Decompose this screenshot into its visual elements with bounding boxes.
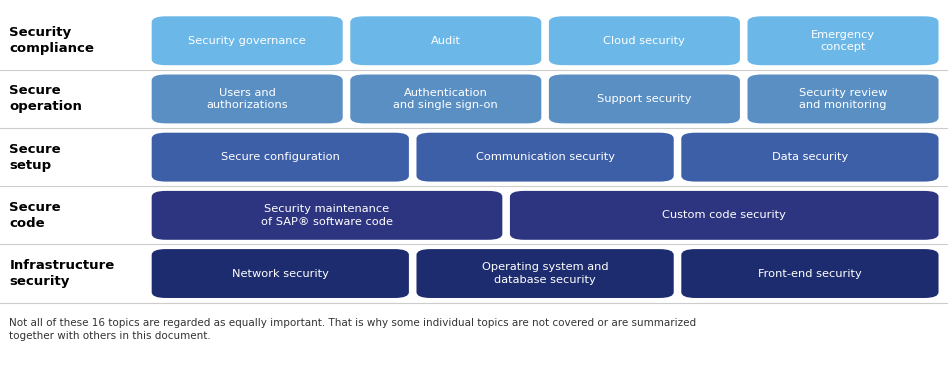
- Text: Front-end security: Front-end security: [758, 268, 862, 279]
- FancyBboxPatch shape: [152, 133, 409, 182]
- FancyBboxPatch shape: [351, 16, 541, 65]
- FancyBboxPatch shape: [549, 16, 739, 65]
- Text: Security governance: Security governance: [189, 36, 306, 46]
- Text: Data security: Data security: [772, 152, 848, 162]
- FancyBboxPatch shape: [416, 249, 674, 298]
- FancyBboxPatch shape: [549, 74, 739, 123]
- FancyBboxPatch shape: [152, 74, 343, 123]
- Text: Communication security: Communication security: [476, 152, 614, 162]
- Text: Security
compliance: Security compliance: [9, 26, 95, 55]
- Text: Audit: Audit: [430, 36, 461, 46]
- FancyBboxPatch shape: [152, 16, 343, 65]
- FancyBboxPatch shape: [351, 74, 541, 123]
- Text: Secure configuration: Secure configuration: [221, 152, 339, 162]
- Text: Secure
setup: Secure setup: [9, 143, 61, 171]
- FancyBboxPatch shape: [510, 191, 939, 240]
- Text: Cloud security: Cloud security: [604, 36, 685, 46]
- Text: Authentication
and single sign-on: Authentication and single sign-on: [393, 88, 498, 110]
- Text: Operating system and
database security: Operating system and database security: [482, 262, 609, 285]
- FancyBboxPatch shape: [152, 249, 409, 298]
- Text: Network security: Network security: [232, 268, 329, 279]
- FancyBboxPatch shape: [152, 191, 502, 240]
- FancyBboxPatch shape: [682, 249, 939, 298]
- Text: Users and
authorizations: Users and authorizations: [207, 88, 288, 110]
- FancyBboxPatch shape: [747, 74, 939, 123]
- Text: Support security: Support security: [597, 94, 692, 104]
- Text: Secure
operation: Secure operation: [9, 85, 82, 113]
- Text: Infrastructure
security: Infrastructure security: [9, 259, 115, 288]
- FancyBboxPatch shape: [682, 133, 939, 182]
- Text: Not all of these 16 topics are regarded as equally important. That is why some i: Not all of these 16 topics are regarded …: [9, 318, 697, 341]
- Text: Security review
and monitoring: Security review and monitoring: [799, 88, 887, 110]
- Text: Custom code security: Custom code security: [663, 210, 786, 220]
- FancyBboxPatch shape: [747, 16, 939, 65]
- Text: Secure
code: Secure code: [9, 201, 61, 230]
- Text: Security maintenance
of SAP® software code: Security maintenance of SAP® software co…: [261, 204, 393, 227]
- Text: Emergency
concept: Emergency concept: [811, 29, 875, 52]
- FancyBboxPatch shape: [416, 133, 674, 182]
